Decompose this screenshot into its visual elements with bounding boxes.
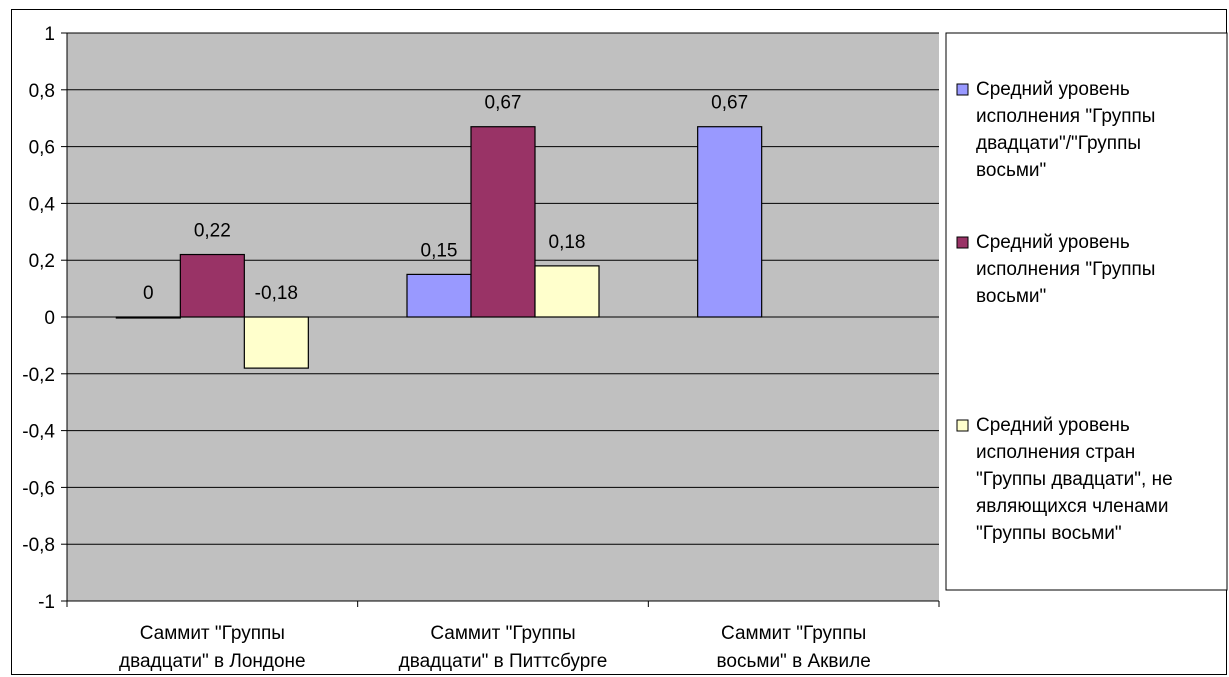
bar [534,265,600,318]
legend-box [945,32,1228,591]
legend-label: являющихся членами [976,496,1168,517]
data-label: -0,18 [255,283,298,304]
data-label: 0 [143,283,154,304]
y-tick-label: -0,8 [22,535,55,556]
legend-label: исполнения стран [976,442,1135,463]
y-tick-label: 0,2 [29,251,55,272]
bar [406,273,472,318]
y-tick-label: -1 [38,592,55,613]
y-tick-label: 1 [44,24,55,45]
legend-label: двадцати"/"Группы [976,133,1141,154]
x-category-label: двадцати" в Питтсбурге [399,651,608,672]
data-label: 0,18 [549,232,586,253]
x-category-label: Саммит "Группы [430,623,575,644]
x-category-label: Саммит "Группы [721,623,866,644]
legend-label: восьми" [976,286,1046,307]
data-label: 0,67 [711,93,748,114]
y-tick-label: -0,4 [22,422,55,443]
legend-label: "Группы двадцати", не [976,469,1173,490]
x-category-label: восьми" в Аквиле [717,651,871,672]
data-label: 0,15 [421,240,458,261]
legend-label: Средний уровень [976,232,1130,253]
legend-swatch [956,419,969,432]
legend-swatch [956,236,969,249]
bar [697,126,763,318]
y-tick-label: 0,8 [29,81,55,102]
x-category-label: Саммит "Группы [140,623,285,644]
bar [470,126,536,318]
legend-label: Средний уровень [976,415,1130,436]
legend-swatch [956,83,969,96]
bar [179,253,245,318]
legend-label: "Группы восьми" [976,523,1122,544]
data-label: 0,67 [485,93,522,114]
x-category-label: двадцати" в Лондоне [119,651,306,672]
y-tick-label: 0,6 [29,138,55,159]
legend-label: Средний уровень [976,79,1130,100]
data-label: 0,22 [194,221,231,242]
y-tick-label: 0 [44,308,55,329]
bar [115,316,181,319]
y-tick-label: -0,6 [22,478,55,499]
legend-label: исполнения "Группы [976,106,1155,127]
y-tick-label: -0,2 [22,365,55,386]
bar [243,316,309,369]
y-tick-label: 0,4 [29,194,56,215]
legend-label: восьми" [976,160,1046,181]
legend-label: исполнения "Группы [976,259,1155,280]
